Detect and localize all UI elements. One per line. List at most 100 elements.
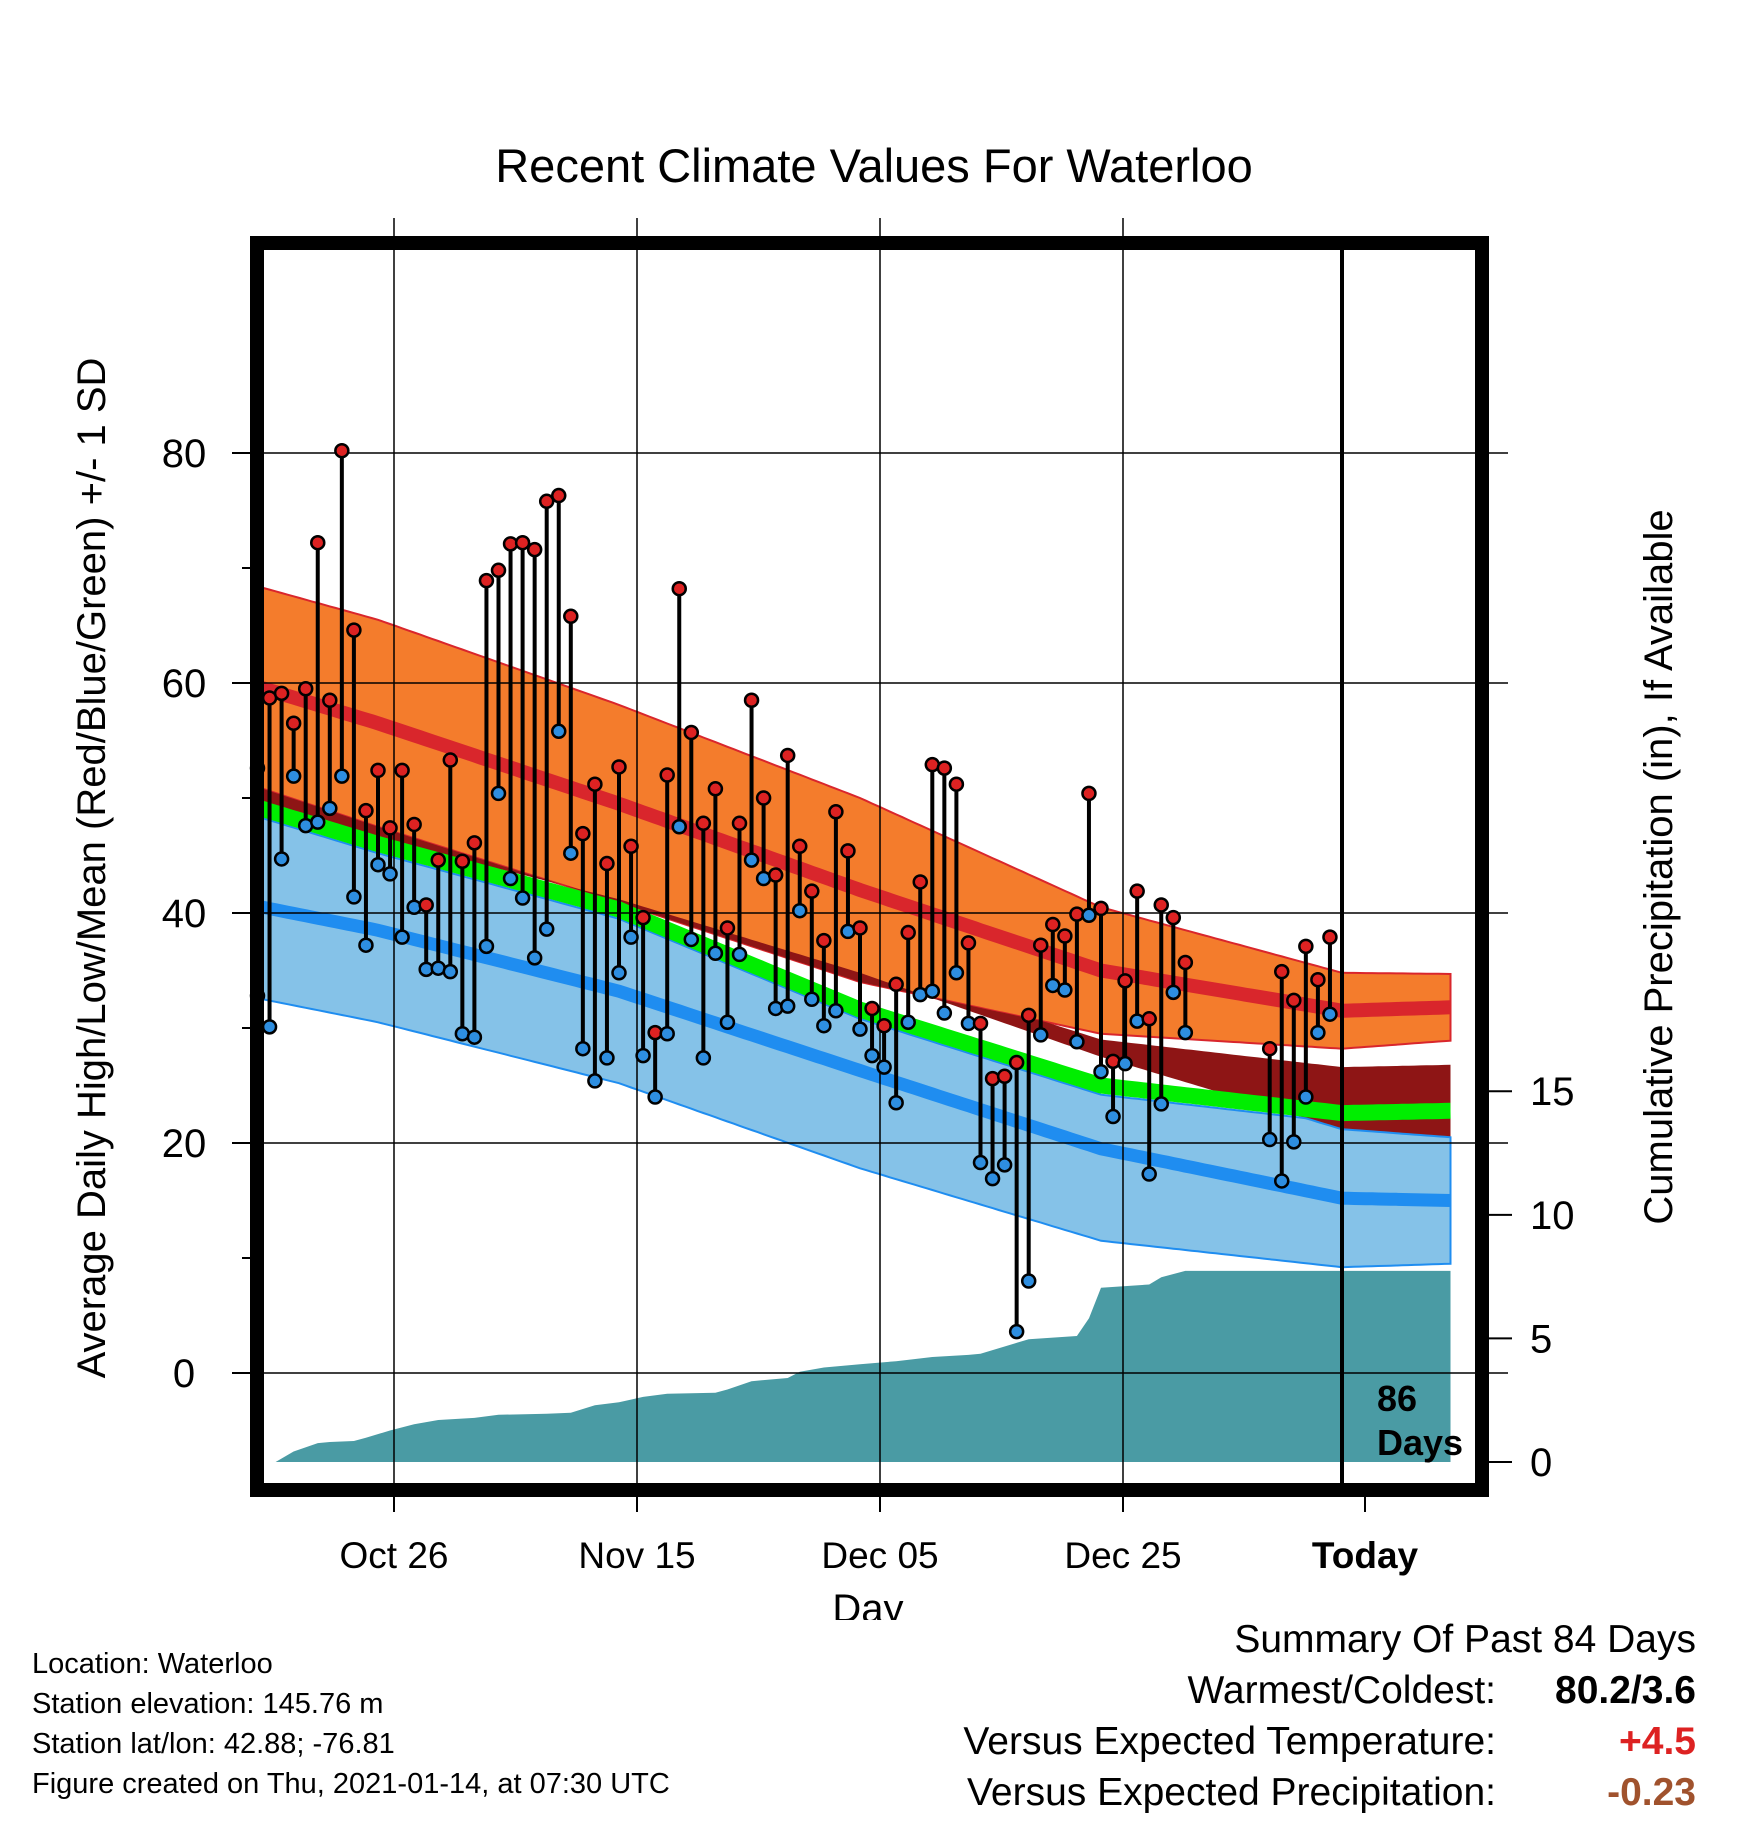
obs-low-point [948,965,965,981]
warmest-label: Warmest/Coldest: [1187,1669,1496,1712]
warmest-row: Warmest/Coldest: 80.2/3.6 [963,1669,1696,1720]
obs-low-point [804,991,820,1007]
obs-high-point [599,855,615,872]
y2-axis-label: Cumulative Precipitation (in), If Availa… [1637,509,1681,1224]
x-tick-label: Today [1312,1535,1419,1576]
obs-high-point [297,681,314,697]
obs-low-point [1008,1323,1025,1340]
y2-tick-label: 0 [1530,1441,1552,1485]
obs-high-point [563,608,579,625]
created-text: Figure created on Thu, 2021-01-14, at 07… [32,1768,670,1800]
obs-high-point [900,924,916,941]
obs-low-point [1261,1131,1278,1148]
obs-low-point [1117,1055,1133,1072]
obs-low-point [611,965,627,981]
obs-low-point [996,1157,1013,1173]
obs-low-point [1093,1063,1109,1080]
obs-high-point [755,790,772,806]
obs-low-point [1129,1013,1145,1029]
obs-low-point [1057,982,1073,998]
obs-low-point [972,1154,989,1171]
obs-low-point [1286,1134,1302,1150]
obs-low-point [1274,1173,1290,1189]
obs-high-point [1141,1011,1157,1027]
obs-low-point [1177,1024,1194,1041]
obs-low-point [659,1026,675,1042]
obs-high-point [683,724,700,741]
plot-frame [250,236,1489,1497]
obs-high-point [707,781,724,797]
obs-high-point [1310,971,1326,988]
obs-high-point [1105,1053,1121,1070]
obs-high-point [731,815,748,832]
obs-high-point [852,920,868,936]
obs-high-point [792,838,808,855]
temp-row: Versus Expected Temperature: +4.5 [963,1720,1696,1771]
obs-high-point [551,487,567,504]
obs-high-point [876,1017,892,1034]
chart-title: Recent Climate Values For Waterloo [495,139,1253,192]
obs-low-point [828,1003,844,1019]
precip-label: Versus Expected Precipitation: [967,1771,1496,1814]
obs-low-point [779,998,796,1014]
obs-high-point [334,442,350,459]
obs-low-point [876,1059,892,1075]
obs-low-point [743,852,760,868]
obs-high-point [406,816,422,833]
obs-high-point [442,752,459,768]
obs-high-point [346,622,362,638]
obs-high-point [1298,938,1314,955]
y-tick-label: 0 [173,1352,195,1396]
obs-low-point [502,870,519,887]
obs-high-point [358,802,374,819]
precip-area [275,1270,1451,1462]
today-days-count: 86 [1377,1378,1417,1419]
obs-low-point [852,1021,868,1037]
obs-high-point [526,541,543,558]
summary-heading: Summary Of Past 84 Days [1234,1618,1696,1661]
temp-label: Versus Expected Temperature: [963,1720,1496,1763]
obs-low-point [1165,984,1182,1001]
obs-high-point [454,853,471,869]
obs-high-point [1093,900,1109,917]
obs-high-point [587,776,603,792]
y-axis-label: Average Daily High/Low/Mean (Red/Blue/Gr… [70,358,114,1379]
obs-high-point [1129,883,1145,899]
obs-low-point [1105,1108,1121,1125]
obs-low-point [635,1047,651,1064]
obs-high-point [538,493,555,510]
obs-low-point [1298,1089,1314,1105]
obs-high-point [1020,1007,1037,1024]
obs-low-point [442,963,459,980]
obs-low-point [936,1005,953,1021]
obs-high-point [804,883,820,899]
obs-low-point [261,1019,278,1035]
obs-high-point [695,815,712,832]
obs-high-point [418,897,434,913]
obs-high-point [1261,1040,1278,1057]
obs-low-point [1153,1096,1169,1112]
obs-high-point [743,692,760,708]
x-tick-label: Dec 05 [821,1535,938,1576]
y-tick-label: 20 [162,1122,207,1166]
obs-high-point [514,534,531,551]
y-tick-label: 60 [162,662,207,706]
obs-low-point [924,983,941,999]
obs-high-point [779,747,796,764]
obs-high-point [840,843,856,859]
location-text: Location: Waterloo [32,1648,273,1680]
obs-high-point [1045,916,1061,933]
obs-high-point [828,804,844,820]
obs-high-point [1033,937,1049,953]
obs-high-point [936,760,953,776]
obs-low-point [575,1040,591,1057]
obs-low-point [334,768,350,784]
mean-normal-line [262,800,1451,1122]
warmest-value: 80.2/3.6 [1555,1669,1696,1712]
obs-low-point [406,899,422,915]
y2-tick-label: 15 [1530,1070,1575,1114]
x-axis-label: Day [832,1587,903,1620]
obs-low-point [285,768,302,784]
obs-high-point [948,776,965,792]
obs-high-point [430,852,446,868]
